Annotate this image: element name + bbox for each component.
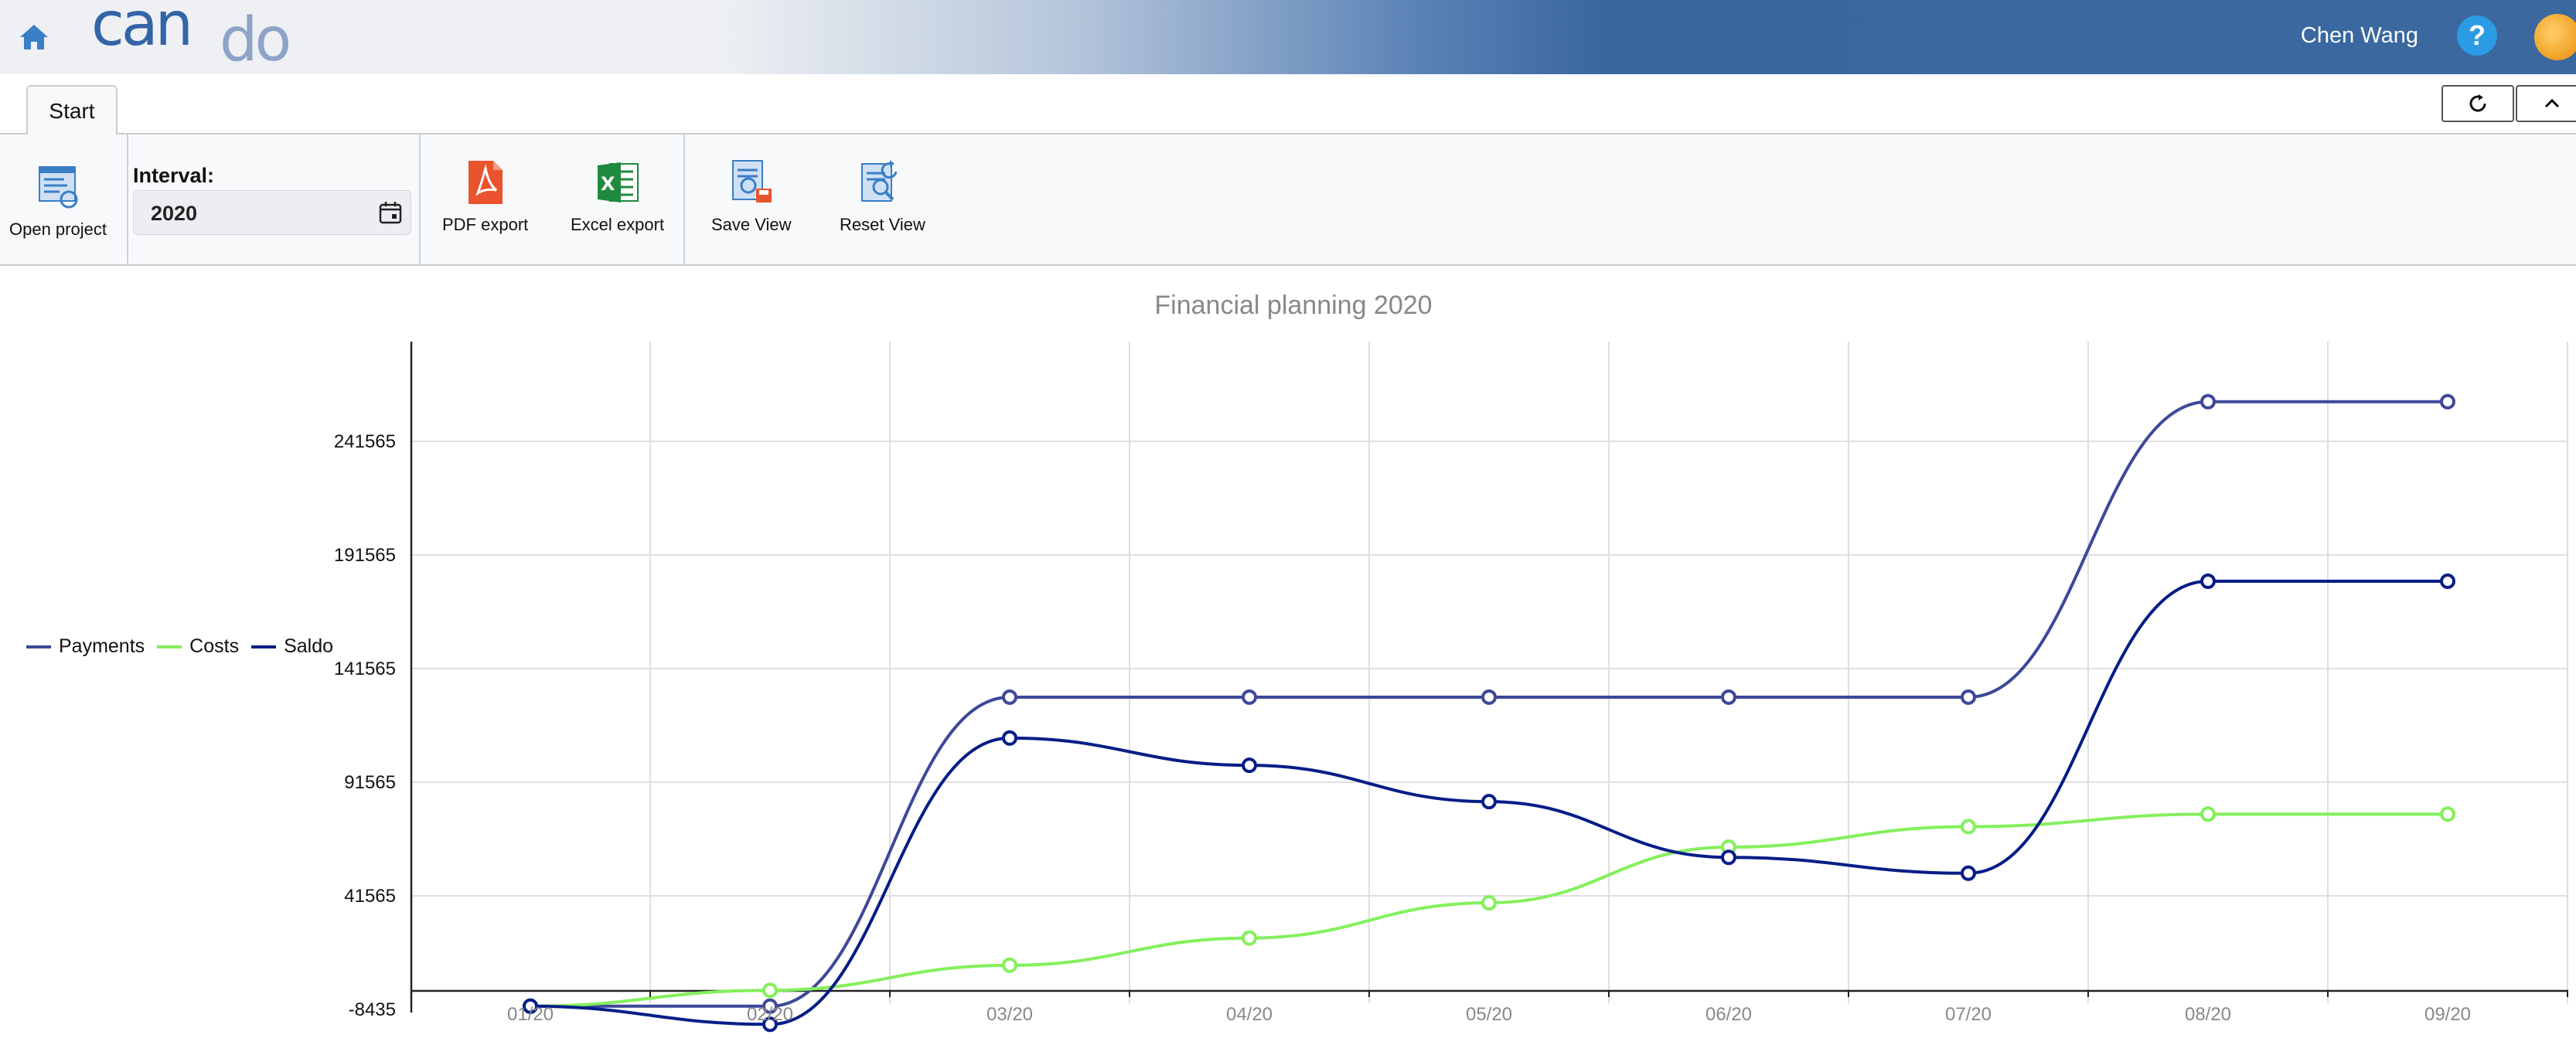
interval-field[interactable]: 2020	[133, 190, 411, 235]
data-point-payments[interactable]	[1961, 689, 1976, 705]
y-tick-label: 141565	[334, 659, 396, 679]
save-view-icon	[731, 160, 772, 203]
svg-text:do: do	[220, 5, 289, 71]
excel-export-button[interactable]: X Excel export	[571, 158, 664, 235]
legend-swatch-payments	[26, 645, 51, 648]
chart-legend: Payments Costs Saldo	[26, 635, 346, 658]
data-point-payments[interactable]	[1481, 689, 1497, 705]
data-point-costs[interactable]	[2200, 806, 2216, 822]
legend-swatch-costs	[157, 645, 182, 648]
tab-start-label: Start	[49, 99, 95, 123]
reset-view-label: Reset View	[840, 215, 925, 234]
ribbon-divider	[127, 134, 128, 264]
interval-label: Interval:	[133, 164, 215, 187]
home-icon[interactable]	[17, 20, 51, 54]
chart-panel: -8435 41565 91565 141565 191565 241565 01/20 02…	[0, 266, 2576, 1045]
excel-icon: X	[597, 162, 639, 203]
data-point-payments[interactable]	[762, 998, 778, 1014]
legend-label-saldo: Saldo	[284, 635, 334, 657]
ribbon-divider	[683, 134, 685, 264]
y-tick-label: 241565	[334, 431, 396, 452]
pdf-export-label: PDF export	[442, 215, 529, 234]
open-project-icon	[38, 166, 78, 209]
x-tick-label: 02/20	[747, 1004, 793, 1025]
y-tick-label: 91565	[344, 772, 396, 793]
x-tick-label: 04/20	[1226, 1004, 1273, 1025]
x-tick-label: 06/20	[1705, 1004, 1752, 1025]
data-point-saldo[interactable]	[1481, 794, 1497, 810]
excel-export-label: Excel export	[571, 215, 665, 234]
data-point-payments[interactable]	[1242, 689, 1257, 705]
x-tick-label: 08/20	[2185, 1004, 2231, 1025]
x-tick-label: 09/20	[2424, 1004, 2471, 1025]
y-tick-label: 191565	[334, 545, 396, 566]
data-point-costs[interactable]	[1961, 819, 1976, 835]
reset-view-icon	[861, 160, 898, 202]
line-chart: -8435 41565 91565 141565 191565 241565 01/20 02…	[334, 342, 2568, 1033]
data-point-costs[interactable]	[2440, 806, 2455, 822]
x-tick-label: 03/20	[986, 1004, 1033, 1025]
save-view-button[interactable]: Save View	[711, 158, 792, 235]
cando-logo: can do	[91, 2, 292, 71]
data-point-costs[interactable]	[1481, 895, 1497, 911]
calendar-icon[interactable]	[378, 200, 403, 225]
reset-view-button[interactable]: Reset View	[840, 158, 925, 235]
open-project-button[interactable]: Open project	[9, 162, 107, 240]
refresh-icon	[2469, 94, 2486, 112]
legend-label-costs: Costs	[189, 635, 240, 657]
chevron-up-icon	[2544, 98, 2560, 108]
avatar[interactable]	[2534, 14, 2576, 60]
data-point-costs[interactable]	[762, 982, 778, 999]
chart-title: Financial planning 2020	[1154, 291, 1433, 320]
tab-start[interactable]: Start	[26, 85, 118, 136]
data-point-saldo[interactable]	[1002, 730, 1017, 746]
data-point-payments[interactable]	[1002, 689, 1017, 705]
interval-value: 2020	[151, 202, 198, 225]
legend-swatch-saldo	[251, 645, 277, 648]
data-point-saldo[interactable]	[523, 998, 538, 1014]
data-point-costs[interactable]	[1242, 930, 1257, 946]
data-point-payments[interactable]	[1721, 689, 1736, 705]
x-tick-label: 01/20	[507, 1004, 554, 1025]
ribbon-toolbar: Open project Interval: 2020 PDF export	[0, 134, 2576, 266]
legend-label-payments: Payments	[59, 635, 145, 657]
app-header: can do Chen Wang ?	[0, 0, 2576, 74]
data-point-saldo[interactable]	[1961, 865, 1976, 881]
help-icon: ?	[2469, 19, 2486, 51]
data-point-saldo[interactable]	[1721, 849, 1736, 866]
pdf-icon	[468, 161, 503, 204]
svg-text:can: can	[91, 2, 190, 60]
y-tick-label: -8435	[349, 999, 396, 1020]
legend-item-payments[interactable]: Payments	[26, 635, 145, 658]
data-point-saldo[interactable]	[2200, 574, 2216, 590]
refresh-button[interactable]	[2441, 85, 2514, 122]
x-tick-label: 07/20	[1945, 1004, 1992, 1025]
user-name[interactable]: Chen Wang	[2300, 23, 2418, 48]
collapse-ribbon-button[interactable]	[2516, 85, 2576, 122]
data-point-saldo[interactable]	[762, 1016, 778, 1033]
data-point-payments[interactable]	[2200, 393, 2216, 410]
data-point-payments[interactable]	[2440, 393, 2455, 410]
legend-item-saldo[interactable]: Saldo	[251, 635, 333, 658]
data-point-costs[interactable]	[1002, 957, 1017, 973]
open-project-label: Open project	[9, 220, 107, 239]
data-point-saldo[interactable]	[2440, 574, 2455, 590]
data-point-saldo[interactable]	[1242, 757, 1257, 774]
y-tick-label: 41565	[344, 886, 396, 907]
tab-strip: Start	[0, 74, 2576, 136]
help-button[interactable]: ?	[2457, 15, 2497, 56]
svg-text:X: X	[601, 173, 615, 195]
save-view-label: Save View	[711, 215, 792, 234]
legend-item-costs[interactable]: Costs	[157, 635, 239, 658]
ribbon-divider	[419, 134, 421, 264]
x-tick-label: 05/20	[1466, 1004, 1512, 1025]
pdf-export-button[interactable]: PDF export	[442, 158, 528, 235]
